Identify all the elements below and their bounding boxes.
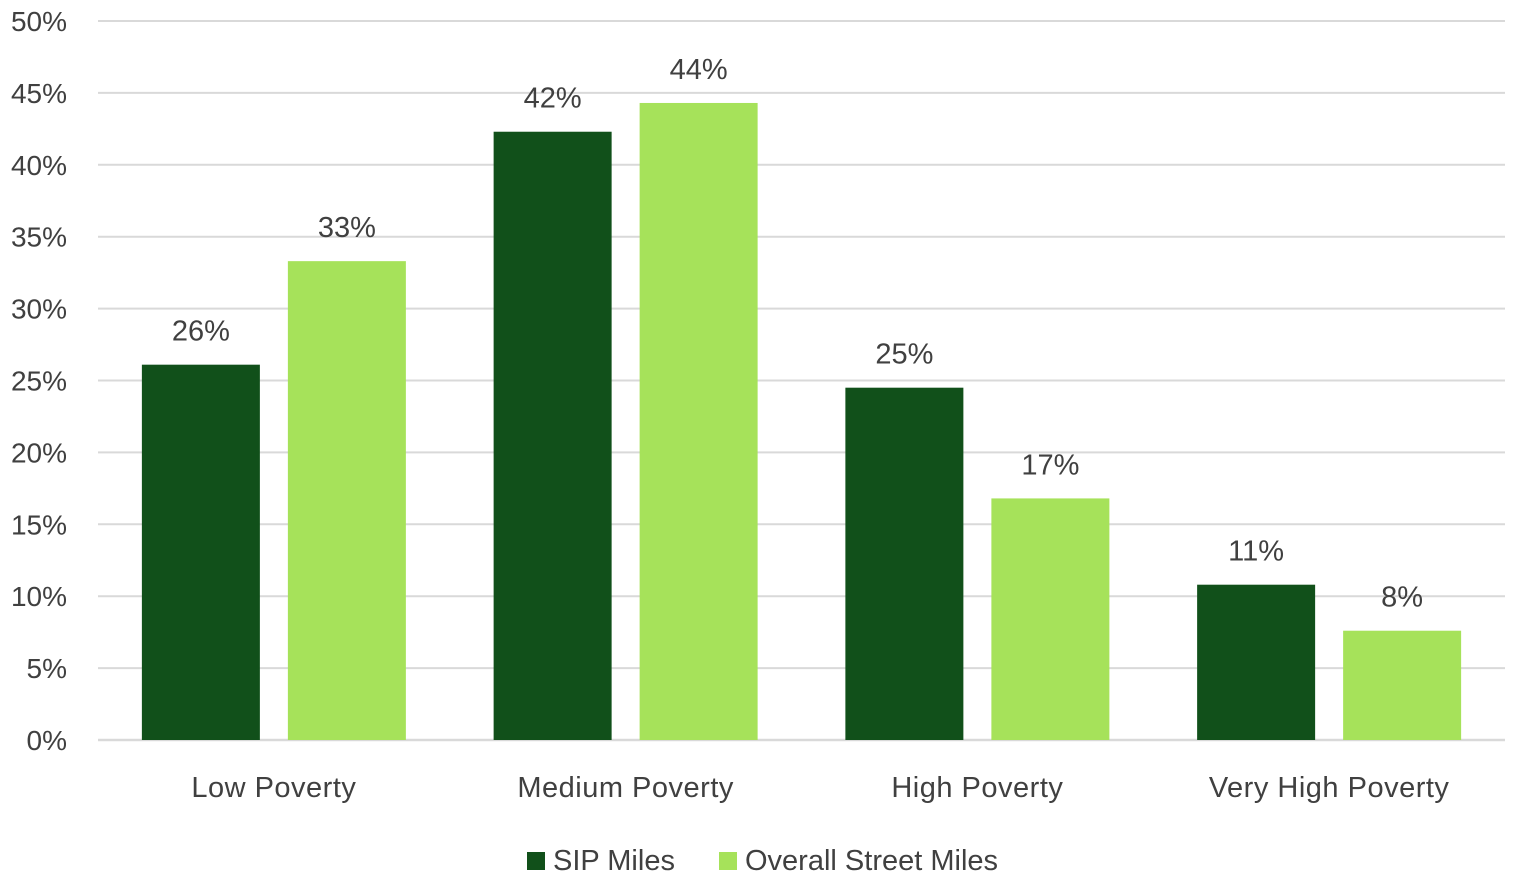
y-tick-label: 40% [11, 150, 67, 181]
data-label: 26% [172, 316, 230, 348]
data-label: 17% [1021, 449, 1079, 481]
y-tick-label: 0% [27, 725, 67, 756]
legend-swatch [527, 852, 545, 870]
data-labels: 26% 33% 42% 44% 25% 17% 11% 8% [172, 54, 1423, 614]
x-category-label: Very High Poverty [1209, 772, 1450, 804]
bar-sip-miles [1197, 584, 1316, 740]
data-label: 8% [1381, 582, 1423, 614]
data-label: 11% [1228, 536, 1284, 568]
y-axis-tick-labels: 0% 5% 10% 15% 20% 25% 30% 35% 40% 45% 50% [11, 6, 67, 756]
data-label: 33% [318, 212, 376, 244]
legend-label: Overall Street Miles [745, 845, 998, 874]
data-label: 25% [875, 339, 933, 371]
data-label: 44% [670, 54, 728, 86]
bar-sip-miles [493, 131, 612, 740]
legend-swatch [719, 852, 737, 870]
y-tick-label: 45% [11, 78, 67, 109]
x-category-label: Low Poverty [191, 772, 356, 804]
x-category-label: High Poverty [891, 772, 1063, 804]
bars [141, 102, 1462, 740]
y-tick-label: 10% [11, 581, 67, 612]
bar-overall-street-miles [991, 498, 1110, 740]
y-tick-label: 15% [11, 509, 67, 540]
y-tick-label: 50% [11, 6, 67, 37]
y-tick-label: 5% [27, 653, 67, 684]
x-category-label: Medium Poverty [517, 772, 734, 804]
y-tick-label: 25% [11, 366, 67, 397]
bar-overall-street-miles [1343, 630, 1462, 740]
bar-overall-street-miles [639, 102, 758, 740]
legend-label: SIP Miles [553, 845, 675, 874]
bar-sip-miles [845, 387, 964, 740]
data-label: 42% [524, 83, 582, 115]
y-tick-label: 35% [11, 222, 67, 253]
bar-overall-street-miles [287, 261, 406, 740]
legend: SIP Miles Overall Street Miles [527, 845, 998, 877]
y-tick-label: 30% [11, 294, 67, 325]
bar-sip-miles [141, 364, 260, 740]
x-axis-category-labels: Low Poverty Medium Poverty High Poverty Ver… [191, 772, 1449, 804]
y-tick-label: 20% [11, 437, 67, 468]
